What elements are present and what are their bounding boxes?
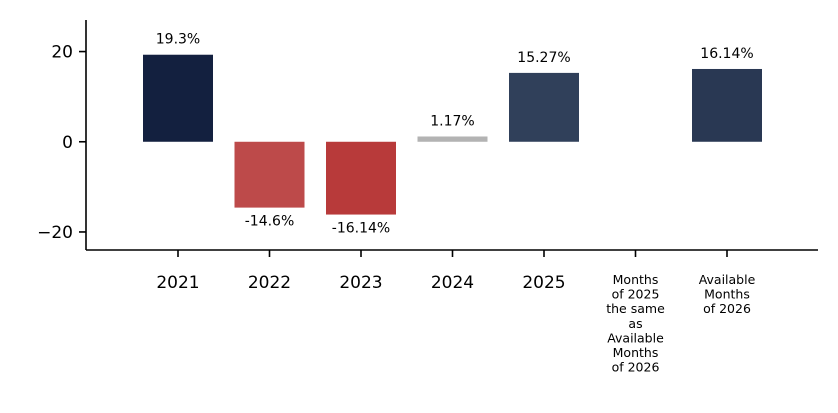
x-tick-label-1: 2022 xyxy=(248,273,291,293)
bar-value-label-2: -16.14% xyxy=(332,221,390,237)
bars-layer xyxy=(143,54,762,215)
bar-value-label-3: 1.17% xyxy=(430,113,474,129)
x-tick-label-2: 2023 xyxy=(339,273,382,293)
category-labels-layer: 2021 2022 2023 2024 2025 Months of 2025 the sam… xyxy=(156,272,755,375)
value-labels-layer: 19.3% -14.6% -16.14% 1.17% 15.27% 16.14% xyxy=(156,32,754,237)
bar-1 xyxy=(234,141,305,208)
bar-value-label-0: 19.3% xyxy=(156,32,200,48)
x-tick-label-3: 2024 xyxy=(431,273,474,293)
x-tick-label-5: Months of 2025 the same as Available Months of… xyxy=(606,272,665,375)
bar-0 xyxy=(143,54,213,142)
ticks-layer: −20 0 20 xyxy=(37,43,728,257)
bar-value-label-6: 16.14% xyxy=(700,46,753,62)
x-tick-label-6: Available Months of 2026 xyxy=(699,272,756,316)
bar-2 xyxy=(326,141,396,215)
bar-4 xyxy=(509,72,579,142)
bar-value-label-1: -14.6% xyxy=(245,214,295,230)
bar-3 xyxy=(417,136,488,142)
y-tick-label-0: −20 xyxy=(37,223,73,243)
x-tick-label-0: 2021 xyxy=(156,273,199,293)
y-tick-label-1: 0 xyxy=(62,133,73,153)
y-tick-label-2: 20 xyxy=(51,43,73,63)
x-tick-label-4: 2025 xyxy=(522,273,565,293)
bar-value-label-4: 15.27% xyxy=(517,50,570,66)
bar-6 xyxy=(692,68,762,142)
